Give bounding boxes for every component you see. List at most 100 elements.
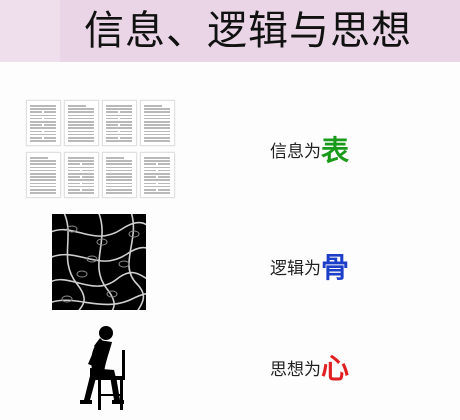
page-text-line <box>106 173 132 175</box>
page-text-line <box>68 111 94 113</box>
page-text-line <box>68 157 86 159</box>
page-text-line <box>120 130 132 133</box>
page-text-line <box>144 117 170 120</box>
page-text-line <box>44 137 56 139</box>
page-text-line <box>106 169 132 172</box>
document-page-thumbnail <box>64 152 99 198</box>
page-text-line <box>106 105 124 107</box>
page-text-line <box>106 108 132 110</box>
page-text-line <box>158 163 170 165</box>
page-text-line <box>106 176 132 178</box>
page-text-line <box>30 137 42 139</box>
page-text-line <box>68 163 80 165</box>
page-text-line <box>120 117 132 120</box>
page-text-line <box>106 192 132 194</box>
page-text-line <box>68 176 80 178</box>
page-text-line <box>144 166 170 169</box>
page-text-line <box>44 111 56 113</box>
label-logic-key: 骨 <box>321 251 350 284</box>
page-text-line <box>68 173 94 175</box>
document-pages-image <box>26 100 176 206</box>
chains-image <box>52 214 146 310</box>
page-text-line <box>158 176 170 178</box>
page-text-line <box>68 133 94 136</box>
page-text-line <box>106 166 132 169</box>
page-text-line <box>68 179 94 181</box>
page-text-line <box>106 117 118 120</box>
page-text-line <box>30 140 56 142</box>
page-text-line <box>82 157 94 159</box>
label-thought-prefix: 思想为 <box>270 360 321 380</box>
page-text-line <box>30 189 56 191</box>
page-text-line <box>30 157 48 159</box>
page-text-line <box>68 189 80 191</box>
page-text-line <box>120 105 132 107</box>
page-text-line <box>68 166 94 169</box>
label-logic-prefix: 逻辑为 <box>270 259 321 279</box>
document-page-thumbnail <box>26 152 61 198</box>
document-page-thumbnail <box>26 100 61 146</box>
page-text-line <box>106 160 132 162</box>
page-text-line <box>44 105 56 107</box>
page-text-line <box>144 121 170 123</box>
label-information: 信息为表 <box>270 136 349 166</box>
page-text-line <box>144 157 162 159</box>
page-text-line <box>158 182 170 185</box>
page-text-line <box>144 182 156 185</box>
page-text-line <box>30 127 56 129</box>
page-text-line <box>144 133 170 136</box>
page-text-line <box>144 185 170 188</box>
page-text-line <box>30 185 56 188</box>
page-text-line <box>106 140 132 142</box>
document-page-thumbnail <box>64 100 99 146</box>
page-text-line <box>68 127 94 129</box>
page-text-line <box>144 189 156 191</box>
page-text-line <box>30 160 56 162</box>
page-text-line <box>30 114 56 117</box>
page-text-line <box>30 182 56 185</box>
page-text-line <box>144 124 170 126</box>
page-text-line <box>144 130 170 133</box>
page-text-line <box>144 127 170 129</box>
page-text-line <box>144 163 156 165</box>
page-text-line <box>68 182 80 185</box>
page-text-line <box>82 176 94 178</box>
page-text-line <box>144 169 156 172</box>
page-text-line <box>82 163 94 165</box>
page-text-line <box>144 108 170 110</box>
label-information-key: 表 <box>321 134 350 167</box>
page-text-line <box>120 124 132 126</box>
thinker-svg <box>80 326 125 410</box>
document-page-thumbnail <box>140 100 175 146</box>
page-text-line <box>106 163 132 165</box>
label-information-prefix: 信息为 <box>270 142 321 162</box>
page-text-line <box>106 124 118 126</box>
page-text-line <box>68 108 94 110</box>
page-text-line <box>106 130 118 133</box>
label-logic: 逻辑为骨 <box>270 253 349 283</box>
page-text-line <box>106 137 118 139</box>
page-text-line <box>120 111 132 113</box>
document-page-thumbnail <box>102 152 137 198</box>
page-text-line <box>30 108 56 110</box>
label-thought: 思想为心 <box>270 354 349 384</box>
page-text-line <box>144 160 170 162</box>
page-text-line <box>30 166 56 169</box>
page-text-line <box>106 133 132 136</box>
page-text-line <box>30 111 42 113</box>
page-text-line <box>106 179 132 181</box>
title-band: 信息、逻辑与思想 <box>0 0 460 62</box>
page-text-line <box>144 137 170 139</box>
page-text-line <box>68 185 94 188</box>
page-text-line <box>144 111 170 113</box>
page-text-line <box>82 189 94 191</box>
page-text-line <box>68 192 94 194</box>
page-text-line <box>68 169 80 172</box>
page-text-line <box>30 121 56 123</box>
page-text-line <box>82 182 94 185</box>
page-text-line <box>106 121 132 123</box>
page-text-line <box>82 169 94 172</box>
page-text-line <box>144 173 170 175</box>
page-text-line <box>30 124 42 126</box>
page-text-line <box>144 105 162 107</box>
